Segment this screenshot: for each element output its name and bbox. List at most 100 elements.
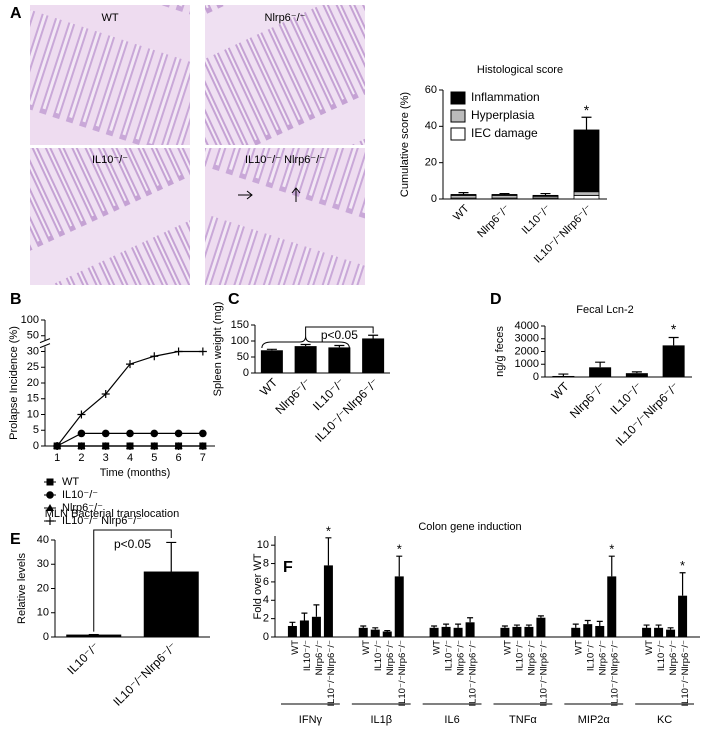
- bar: [294, 346, 317, 373]
- error-bar: [581, 116, 592, 130]
- error-bar: [372, 627, 379, 630]
- x-tick-label: IL10⁻/⁻Nlrp6⁻/⁻: [468, 640, 479, 707]
- group-label: TNFα: [509, 714, 537, 726]
- error-bar: [455, 623, 462, 628]
- x-tick-label: IL10⁻/⁻: [585, 640, 596, 671]
- x-tick-label: Nlrp6⁻/⁻: [597, 640, 608, 675]
- y-tick-label: 4000: [515, 320, 539, 332]
- bar: [311, 616, 321, 637]
- x-tick-label: Nlrp6⁻/⁻: [475, 203, 513, 241]
- error-bar: [540, 192, 551, 196]
- y-axis-label: Cumulative score (%): [399, 92, 411, 197]
- error-bar: [513, 624, 520, 627]
- significance: *: [584, 102, 590, 118]
- error-bar: [396, 555, 403, 577]
- y-tick-label: 8: [263, 557, 269, 569]
- bar: [583, 624, 593, 637]
- arrow: [238, 190, 253, 200]
- marker: [101, 390, 110, 399]
- y-tick-label: 0: [263, 631, 269, 643]
- error-bar: [643, 624, 650, 628]
- histology-image: [30, 5, 190, 145]
- image-label: IL10⁻/⁻ Nlrp6⁻/⁻: [245, 154, 325, 166]
- group-label: IL1β: [370, 714, 392, 726]
- bar: [260, 350, 283, 373]
- y-tick-label: 40: [425, 120, 437, 132]
- y-tick-label: 100: [21, 314, 39, 326]
- x-tick-label: 4: [127, 452, 133, 464]
- x-tick-label: IL10⁻/⁻Nlrp6⁻/⁻: [680, 640, 691, 707]
- y-tick-label: 60: [425, 84, 437, 96]
- y-tick-label: 2000: [515, 345, 539, 357]
- comparison-bracket: [93, 529, 172, 632]
- error-bar: [668, 336, 679, 346]
- bar-segment: [532, 194, 559, 197]
- panel-label: C: [228, 291, 240, 308]
- bar-segment: [491, 194, 518, 199]
- group-label: MIP2α: [578, 714, 611, 726]
- error-bar: [458, 192, 469, 195]
- bar: [358, 627, 368, 637]
- legend-label: IL10⁻/⁻ Nlrp6⁻/⁻: [62, 515, 142, 527]
- bar: [678, 595, 688, 637]
- comparison-bracket: [305, 326, 374, 336]
- bar: [328, 347, 351, 373]
- image-label: IL10⁻/⁻: [92, 154, 128, 166]
- chart-title: MLN Bacterial translocation: [45, 508, 180, 520]
- error-bar: [596, 620, 603, 626]
- error-bar: [631, 371, 642, 374]
- x-tick-label: WT: [644, 640, 655, 655]
- x-tick-label: IL10⁻/⁻: [520, 203, 554, 237]
- error-bar: [499, 192, 510, 195]
- marker: [101, 442, 110, 449]
- legend-swatch: [450, 127, 466, 141]
- marker: [198, 442, 207, 449]
- legend-label: IEC damage: [471, 126, 538, 140]
- bar: [666, 629, 676, 637]
- error-bar: [558, 373, 569, 376]
- histology-images: [30, 5, 365, 285]
- arrow: [291, 187, 301, 202]
- legend-label: Nlrp6⁻/⁻: [62, 502, 103, 514]
- marker: [77, 429, 86, 438]
- marker: [53, 442, 62, 450]
- y-tick-label: 4: [263, 594, 269, 606]
- bar: [143, 571, 199, 637]
- y-tick-label: 0: [243, 367, 249, 379]
- x-tick-label: IL10⁻/⁻Nlrp6⁻/⁻: [326, 640, 337, 707]
- y-axis-label: ng/g feces: [494, 326, 506, 377]
- significance: *: [671, 321, 677, 337]
- x-tick-label: IL10⁻/⁻: [302, 640, 313, 671]
- histology-image: [30, 148, 190, 285]
- error-bar: [595, 361, 606, 368]
- bar: [625, 373, 648, 377]
- error-bar: [431, 625, 438, 628]
- panel-label: F: [283, 559, 293, 576]
- error-bar: [467, 617, 474, 623]
- bar: [362, 338, 385, 373]
- y-tick-label: 50: [237, 351, 249, 363]
- error-bar: [443, 623, 450, 627]
- legend-label: WT: [62, 476, 79, 488]
- legend-swatch: [450, 109, 466, 123]
- y-tick-label: 15: [27, 393, 39, 405]
- marker: [150, 352, 159, 361]
- x-tick-label: WT: [549, 379, 573, 403]
- x-tick-label: IL10⁻/⁻: [444, 640, 455, 671]
- y-tick-label: 40: [37, 534, 49, 546]
- y-axis-label: Fold over WT: [252, 553, 264, 619]
- y-tick-label: 5: [33, 424, 39, 436]
- y-tick-label: 50: [27, 330, 39, 342]
- bar: [382, 631, 392, 637]
- y-tick-label: 30: [27, 345, 39, 357]
- bar: [662, 345, 685, 377]
- x-tick-label: IL10⁻/⁻Nlrp6⁻/⁻: [110, 639, 179, 708]
- x-tick-label: IL10⁻/⁻Nlrp6⁻/⁻: [609, 640, 620, 707]
- error-bar: [325, 537, 332, 566]
- marker: [199, 429, 207, 438]
- bar-segment: [450, 194, 477, 196]
- error-bar: [384, 629, 391, 632]
- comparison-label: p<0.05: [321, 328, 358, 342]
- x-tick-label: 6: [176, 452, 182, 464]
